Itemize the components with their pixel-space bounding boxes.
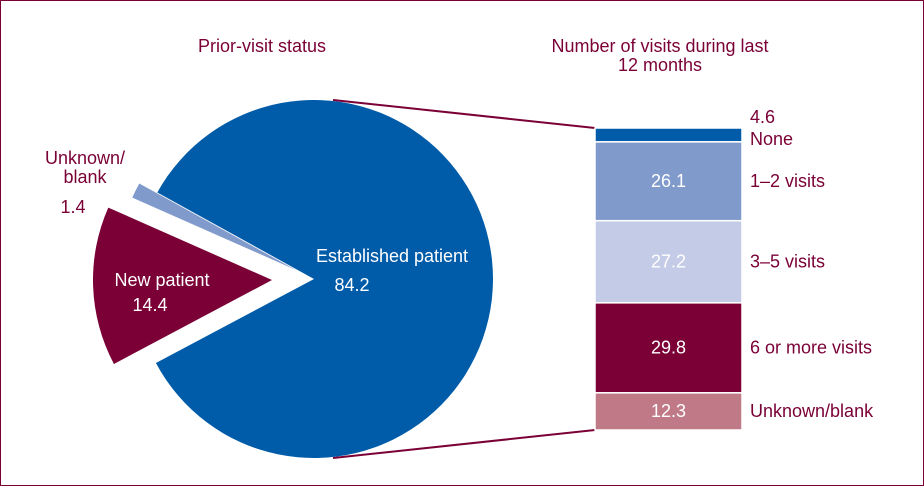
- bar-segment: [594, 392, 743, 431]
- bar-category: Unknown/blank: [750, 401, 874, 421]
- pie-value: 84.2: [334, 275, 369, 295]
- connector: [332, 429, 596, 459]
- pie-title: Prior-visit status: [197, 36, 327, 56]
- bar-value: 29.8: [651, 338, 686, 358]
- bar-category: 6 or more visits: [750, 338, 872, 358]
- bar-value: 27.2: [651, 252, 686, 272]
- pie-value: 14.4: [132, 295, 167, 315]
- bar-segment: [594, 141, 743, 222]
- bar-category: None: [750, 129, 793, 149]
- bar-category: 3–5 visits: [750, 252, 825, 272]
- bar-value: 26.1: [651, 171, 686, 191]
- bar-value: 4.6: [750, 107, 775, 127]
- bar-segment: [594, 219, 743, 304]
- bar-title: Number of visits during last 12 months: [551, 36, 769, 75]
- bar-value: 12.3: [651, 401, 686, 421]
- bar-category: 1–2 visits: [750, 171, 825, 191]
- pie-label: New patient: [114, 270, 209, 290]
- pie-slice: [155, 99, 494, 458]
- pie-slice: [132, 183, 296, 270]
- bar-segment: [594, 127, 743, 143]
- pie-label: Established patient: [316, 246, 468, 266]
- pie-value: 1.4: [60, 197, 85, 217]
- pie-label: Unknown/ blank: [44, 148, 126, 187]
- connector: [332, 99, 596, 129]
- pie-slice: [92, 207, 272, 364]
